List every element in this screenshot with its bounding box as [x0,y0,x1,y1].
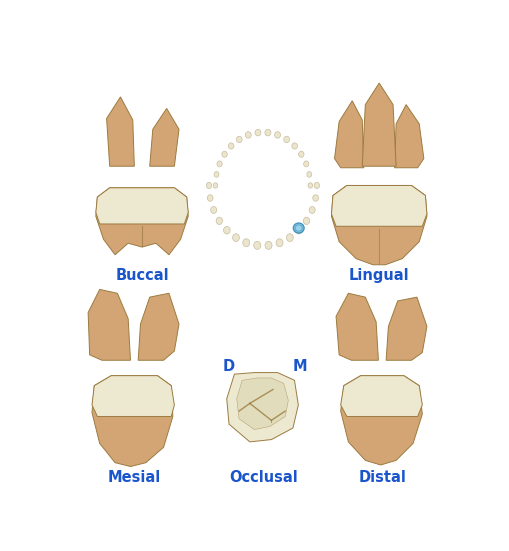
Ellipse shape [216,161,222,167]
Ellipse shape [293,223,303,233]
Polygon shape [236,378,288,430]
Polygon shape [334,101,363,168]
Ellipse shape [213,183,217,188]
Polygon shape [331,186,426,265]
Ellipse shape [210,207,216,213]
Text: Occlusal: Occlusal [229,469,297,484]
Ellipse shape [295,225,302,231]
Ellipse shape [307,183,312,188]
Ellipse shape [228,143,234,149]
Text: M: M [292,359,306,374]
Ellipse shape [275,239,282,247]
Text: Distal: Distal [358,469,405,484]
Ellipse shape [274,132,280,138]
Polygon shape [335,293,378,360]
Polygon shape [138,293,179,360]
Ellipse shape [308,207,315,213]
Polygon shape [394,105,423,168]
Ellipse shape [214,171,218,177]
Ellipse shape [207,195,213,201]
Ellipse shape [242,239,249,247]
Ellipse shape [265,241,271,250]
Polygon shape [340,376,421,465]
Text: Lingual: Lingual [348,268,409,283]
Ellipse shape [216,217,222,224]
Ellipse shape [306,171,311,177]
Ellipse shape [291,143,297,149]
Polygon shape [92,376,174,417]
Ellipse shape [303,217,309,224]
Text: Mesial: Mesial [107,469,161,484]
Ellipse shape [286,234,293,241]
Text: Buccal: Buccal [115,268,168,283]
Polygon shape [227,372,298,442]
Polygon shape [88,289,130,360]
Polygon shape [331,186,426,226]
Ellipse shape [312,195,318,201]
Polygon shape [150,109,179,166]
Ellipse shape [223,226,230,234]
Polygon shape [385,297,426,360]
Ellipse shape [232,234,239,241]
Ellipse shape [221,151,227,157]
Polygon shape [361,83,395,166]
Ellipse shape [303,161,308,167]
Ellipse shape [283,136,289,143]
Polygon shape [92,376,173,467]
Ellipse shape [264,129,270,136]
Ellipse shape [298,151,303,157]
Ellipse shape [206,182,211,188]
Polygon shape [106,97,134,166]
Ellipse shape [254,129,261,136]
Ellipse shape [314,182,319,188]
Polygon shape [96,188,188,224]
Text: D: D [222,359,235,374]
Polygon shape [340,376,421,417]
Ellipse shape [245,132,251,138]
Ellipse shape [253,241,260,250]
Polygon shape [96,188,188,255]
Ellipse shape [295,226,302,234]
Ellipse shape [236,136,242,143]
